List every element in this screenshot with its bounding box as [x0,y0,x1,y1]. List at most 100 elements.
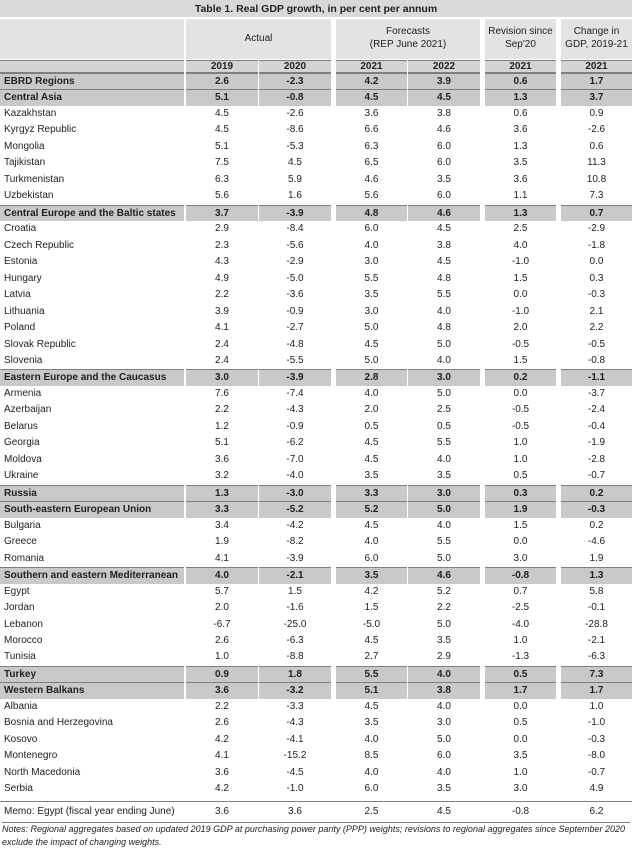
country-value: 0.6 [513,107,528,119]
country-value: -0.9 [286,420,304,432]
country-value: 3.5 [437,783,451,795]
country-value: 4.5 [288,157,302,169]
country-value: 4.0 [364,239,379,251]
country-value: 6.0 [437,157,451,169]
region-value: 4.8 [336,204,407,222]
region-value: 5.2 [336,501,407,518]
country-value: 4.5 [364,437,379,449]
country-value: 4.5 [364,700,379,712]
country-value: 4.0 [437,519,451,531]
country-value: -0.5 [511,404,530,416]
region-value: 2.6 [186,73,258,90]
country-value: 4.5 [215,107,229,119]
country-value: 5.1 [215,437,229,449]
country-value: 0.9 [589,107,604,119]
country-value: 1.5 [288,585,302,597]
region-value: 3.7 [186,204,258,222]
country-value: 2.9 [215,223,229,235]
country-value: -1.0 [286,783,304,795]
country-name: Kazakhstan [4,107,57,119]
country-value: 6.0 [437,140,451,152]
country-name: Hungary [4,272,42,284]
country-value: 2.3 [215,239,229,251]
country-name: Turkmenistan [4,173,65,185]
country-value: 4.8 [437,322,451,334]
country-name: Serbia [4,783,33,795]
country-value: 5.7 [215,585,229,597]
memo-value: 2.5 [364,805,379,817]
country-value: -3.6 [286,289,304,301]
region-value: 3.0 [408,484,480,502]
country-value: 5.0 [437,387,451,399]
year-header: 2021 [561,60,632,73]
country-value: -15.2 [283,750,307,762]
year-header: 2021 [336,60,407,73]
country-value: 5.8 [589,585,604,597]
country-value: -5.6 [286,239,304,251]
country-value: -6.3 [587,651,606,663]
country-value: -2.5 [511,602,530,614]
country-value: 4.1 [215,750,229,762]
region-value: 2.8 [336,369,407,386]
country-value: 6.0 [364,552,379,564]
country-value: -5.5 [286,354,304,366]
country-value: 1.2 [215,420,229,432]
region-value: 3.0 [408,369,480,386]
country-value: 2.1 [589,305,604,317]
country-value: -1.0 [511,256,530,268]
country-value: 5.0 [437,733,451,745]
country-value: 3.0 [364,305,379,317]
group-header-line: Revision since [488,26,553,37]
region-name: Central Europe and the Baltic states [0,204,184,222]
region-value: -0.8 [259,89,331,106]
country-value: -5.3 [286,140,304,152]
country-value: 5.0 [437,552,451,564]
country-value: 4.2 [364,585,379,597]
country-value: 3.2 [215,470,229,482]
country-value: 4.2 [215,783,229,795]
country-value: 2.9 [437,651,451,663]
region-value: 0.7 [561,204,632,222]
country-name: Slovak Republic [4,338,76,350]
country-value: 2.2 [215,700,229,712]
region-value: -0.3 [561,501,632,518]
country-value: 3.0 [364,256,379,268]
country-value: -6.2 [286,437,304,449]
country-value: 6.0 [364,223,379,235]
country-value: -25.0 [283,618,307,630]
region-value: 4.5 [408,89,480,106]
country-name: Armenia [4,387,42,399]
country-value: -4.8 [286,338,304,350]
country-value: 4.0 [437,354,451,366]
country-value: 0.5 [364,420,379,432]
country-value: 4.1 [215,552,229,564]
country-value: 3.6 [513,124,528,136]
country-value: 7.3 [589,190,604,202]
country-value: 5.5 [437,437,451,449]
column-group-header: Forecasts (REP June 2021) [336,19,480,59]
country-value: -3.9 [286,552,304,564]
region-value: 5.0 [408,501,480,518]
country-value: 0.5 [437,420,451,432]
country-value: -0.8 [587,354,606,366]
country-name: Montenegro [4,750,58,762]
column-group-header: Change in GDP, 2019-21 [561,19,632,59]
country-value: 4.0 [437,700,451,712]
country-value: 4.5 [437,256,451,268]
country-name: Uzbekistan [4,190,54,202]
country-value: -0.9 [286,305,304,317]
country-name: Tajikistan [4,157,46,169]
country-name: Egypt [4,585,30,597]
country-value: 0.2 [589,519,604,531]
country-name: Slovenia [4,354,43,366]
country-value: 0.0 [513,700,528,712]
group-header-line: Change in [573,26,620,37]
country-value: 4.0 [364,733,379,745]
country-name: Latvia [4,289,31,301]
country-value: -3.7 [587,387,606,399]
region-value: 5.5 [336,665,407,683]
region-value: 3.7 [561,89,632,106]
country-value: -1.3 [511,651,530,663]
country-value: 4.5 [215,124,229,136]
